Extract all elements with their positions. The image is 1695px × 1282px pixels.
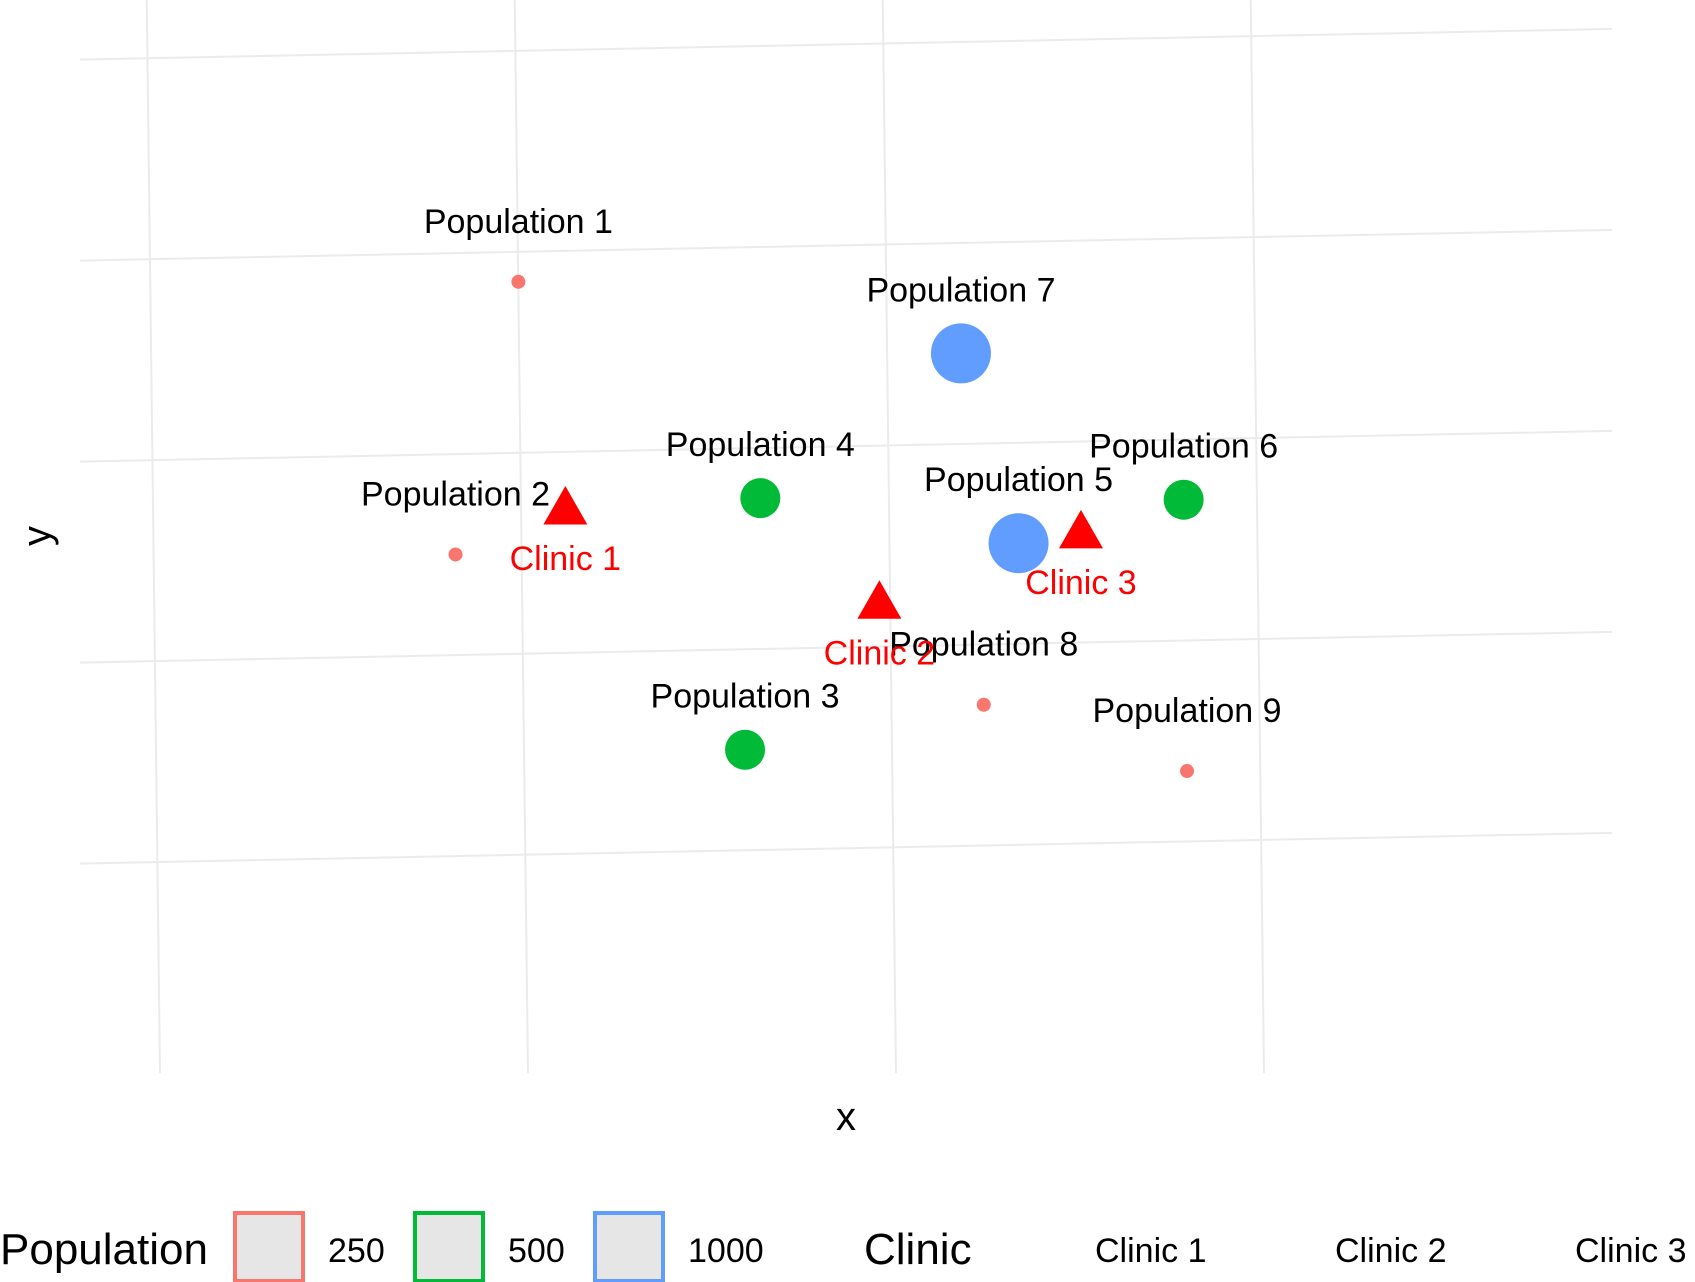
population-label: Population 7 (866, 271, 1055, 309)
population-label: Population 6 (1089, 428, 1278, 466)
population-label: Population 2 (361, 475, 550, 513)
population-label: Population 3 (651, 678, 840, 716)
clinic-marker (857, 580, 902, 619)
grid-lines (79, 0, 1613, 1074)
population-point (1180, 764, 1195, 779)
legend-population-key (593, 1211, 665, 1282)
population-label: Population 9 (1093, 692, 1282, 730)
grid-line-horizontal (79, 630, 1613, 664)
legend-population-key (233, 1211, 305, 1282)
grid-line-horizontal (79, 27, 1613, 61)
population-label: Population 5 (924, 461, 1113, 499)
population-point (725, 729, 766, 770)
legend-population-label: 500 (508, 1232, 565, 1270)
clinic-marker (543, 486, 588, 525)
population-label: Population 1 (424, 203, 613, 241)
legend-clinic-label: Clinic 3 (1575, 1232, 1686, 1270)
grid-line-vertical (513, 0, 529, 1074)
population-label: Population 8 (889, 626, 1078, 664)
grid-line-vertical (145, 0, 161, 1074)
grid-line-horizontal (79, 831, 1613, 865)
legend-population-key (413, 1211, 485, 1282)
population-point (511, 274, 526, 289)
clinic-label: Clinic 2 (824, 634, 935, 672)
grid-line-horizontal (79, 429, 1613, 463)
x-axis-title: x (836, 1095, 856, 1139)
legend-clinic-title: Clinic (864, 1225, 972, 1274)
legend: Population 250 500 1000 Clinic Clinic 1 Cli… (0, 1211, 1686, 1282)
population-point (976, 697, 991, 712)
legend-clinic-label: Clinic 1 (1095, 1232, 1206, 1270)
clinic-marker (1058, 509, 1103, 549)
y-axis-title: y (15, 526, 59, 546)
grid-line-horizontal (79, 228, 1613, 262)
population-point (448, 547, 463, 562)
clinic-label: Clinic 1 (510, 540, 621, 578)
legend-clinic-label: Clinic 2 (1335, 1232, 1446, 1270)
population-point (988, 513, 1049, 574)
legend-population-title: Population (0, 1225, 208, 1274)
population-point (1163, 479, 1204, 520)
legend-population-label: 250 (328, 1232, 385, 1270)
clinic-label: Clinic 3 (1025, 564, 1136, 602)
population-label: Population 4 (666, 426, 855, 464)
grid-line-vertical (1249, 0, 1265, 1074)
population-point (740, 478, 781, 519)
data-labels: Population 1 Population 2 Population 3 Popu… (361, 203, 1282, 730)
legend-population-label: 1000 (688, 1232, 764, 1270)
data-points (448, 274, 1204, 779)
grid-line-vertical (881, 0, 897, 1074)
population-point (930, 323, 991, 384)
